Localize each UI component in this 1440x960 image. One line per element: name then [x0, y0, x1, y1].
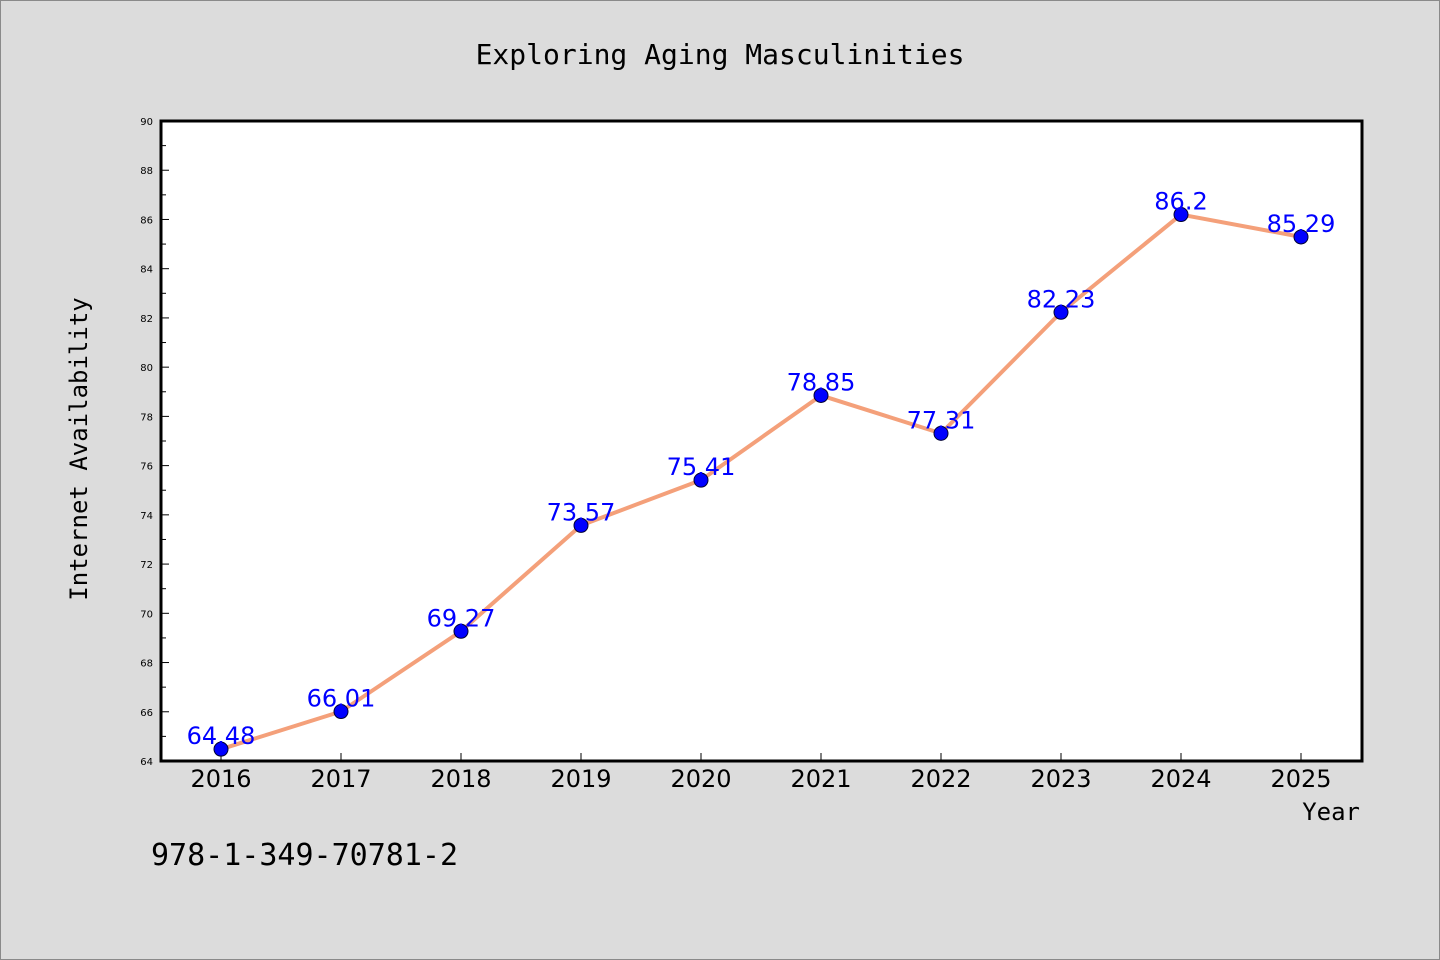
y-axis-ticks: 64 66 68 70 72 74 76 78 80 82 84 86 88 90: [140, 117, 169, 768]
data-label: 78.85: [787, 368, 856, 396]
data-label: 69.27: [427, 604, 496, 632]
y-tick-label: 68: [140, 659, 153, 670]
x-axis-ticks: 2016 2017 2018 2019 2020 2021 2022 2023 2024 2025: [190, 753, 1332, 793]
data-point: [213, 741, 229, 757]
x-tick-label: 2018: [430, 765, 491, 793]
y-tick-label: 72: [140, 560, 153, 571]
x-axis-label: Year: [1302, 798, 1360, 826]
x-tick-label: 2017: [310, 765, 371, 793]
data-point: [933, 425, 949, 441]
data-point: [573, 517, 589, 533]
data-label: 85.29: [1267, 210, 1336, 238]
y-axis-label: Internet Availability: [65, 297, 93, 600]
y-tick-label: 66: [140, 708, 153, 719]
chart-title: Exploring Aging Masculinities: [476, 38, 965, 71]
y-tick-label: 64: [140, 757, 153, 768]
x-tick-label: 2016: [190, 765, 251, 793]
data-label: 75.41: [667, 453, 736, 481]
y-tick-label: 74: [140, 511, 153, 522]
data-label: 82.23: [1027, 285, 1096, 313]
x-tick-label: 2025: [1270, 765, 1331, 793]
y-tick-label: 84: [140, 265, 153, 276]
data-labels: 64.48 66.01 69.27 73.57 75.41 78.85 77.31 82.23…: [187, 188, 1336, 751]
y-tick-label: 90: [140, 117, 153, 128]
x-tick-label: 2024: [1150, 765, 1211, 793]
data-label: 66.01: [307, 685, 376, 713]
data-label: 77.31: [907, 406, 976, 434]
data-point: [453, 623, 469, 639]
data-label: 73.57: [547, 498, 616, 526]
data-point: [693, 472, 709, 488]
data-point: [333, 704, 349, 720]
data-point: [1053, 304, 1069, 320]
series-markers: [213, 207, 1309, 757]
data-point: [1173, 207, 1189, 223]
y-tick-label: 80: [140, 363, 153, 374]
data-label: 64.48: [187, 722, 256, 750]
x-tick-label: 2022: [910, 765, 971, 793]
series-line: [219, 212, 1303, 752]
y-tick-label: 70: [140, 609, 153, 620]
y-tick-label: 82: [140, 314, 153, 325]
data-label: 86.2: [1154, 188, 1207, 216]
y-tick-label: 78: [140, 412, 153, 423]
x-tick-label: 2021: [790, 765, 851, 793]
footnote-isbn: 978-1-349-70781-2: [151, 838, 458, 873]
y-tick-label: 88: [140, 166, 153, 177]
y-tick-label: 86: [140, 215, 153, 226]
x-tick-label: 2023: [1030, 765, 1091, 793]
x-tick-label: 2020: [670, 765, 731, 793]
data-point: [813, 387, 829, 403]
data-point: [1293, 229, 1309, 245]
y-tick-label: 76: [140, 462, 153, 473]
x-tick-label: 2019: [550, 765, 611, 793]
